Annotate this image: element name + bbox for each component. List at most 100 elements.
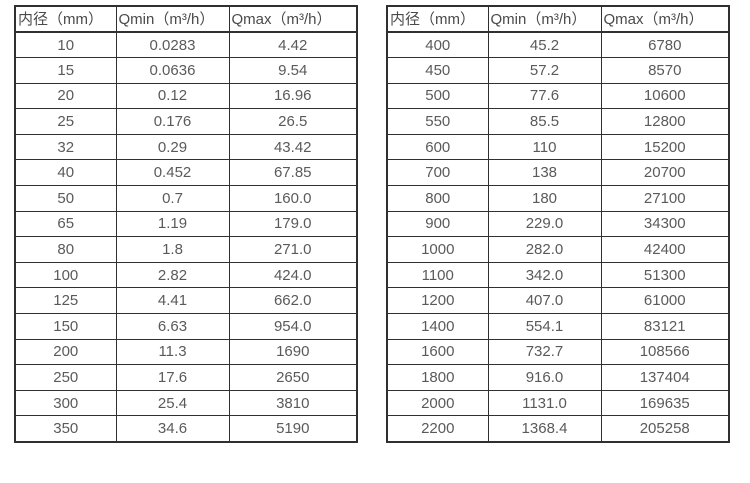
table-cell: 350	[14, 415, 117, 442]
table-cell: 150	[14, 313, 117, 340]
table-cell: 229.0	[487, 210, 602, 238]
header-row: 内径（mm） Qmin（m³/h） Qmax（m³/h）	[14, 5, 358, 33]
table-cell: 0.0283	[115, 31, 230, 59]
table-row: 15 0.0636 9.54	[14, 57, 358, 84]
table-cell: 1600	[386, 338, 489, 366]
table-row: 1600 732.7 108566	[386, 338, 730, 366]
table-cell: 108566	[600, 338, 730, 366]
table-cell: 2000	[386, 389, 489, 417]
table-cell: 179.0	[228, 210, 358, 238]
table-row: 400 45.2 6780	[386, 31, 730, 59]
table-row: 800 180 27100	[386, 185, 730, 212]
table-cell: 0.0636	[115, 57, 230, 84]
flow-rate-spec-tables: 内径（mm） Qmin（m³/h） Qmax（m³/h） 10 0.0283 4.42 15…	[14, 5, 730, 443]
table-cell: 61000	[600, 287, 730, 315]
table-row: 1800 916.0 137404	[386, 364, 730, 391]
table-cell: 57.2	[487, 57, 602, 84]
table-cell: 1400	[386, 313, 489, 340]
column-header: Qmin（m³/h）	[115, 5, 230, 33]
table-cell: 1200	[386, 287, 489, 315]
table-cell: 17.6	[115, 364, 230, 391]
table-cell: 2.82	[115, 261, 230, 289]
table-cell: 0.452	[115, 159, 230, 187]
table-cell: 1368.4	[487, 415, 602, 442]
table-cell: 400	[386, 31, 489, 59]
table-cell: 169635	[600, 389, 730, 417]
table-cell: 271.0	[228, 236, 358, 263]
table-cell: 5190	[228, 415, 358, 442]
table-row: 250 17.6 2650	[14, 364, 358, 391]
table-cell: 500	[386, 82, 489, 110]
table-cell: 407.0	[487, 287, 602, 315]
table-row: 2000 1131.0 169635	[386, 389, 730, 417]
table-cell: 20	[14, 82, 117, 110]
table-cell: 900	[386, 210, 489, 238]
table-cell: 200	[14, 338, 117, 366]
table-cell: 732.7	[487, 338, 602, 366]
table-cell: 662.0	[228, 287, 358, 315]
table-cell: 800	[386, 185, 489, 212]
table-cell: 138	[487, 159, 602, 187]
table-cell: 9.54	[228, 57, 358, 84]
table-cell: 205258	[600, 415, 730, 442]
table-cell: 45.2	[487, 31, 602, 59]
table-row: 600 110 15200	[386, 133, 730, 161]
flow-table-left: 内径（mm） Qmin（m³/h） Qmax（m³/h） 10 0.0283 4.42 15…	[14, 5, 358, 443]
table-cell: 1800	[386, 364, 489, 391]
table-cell: 300	[14, 389, 117, 417]
table-cell: 450	[386, 57, 489, 84]
table-cell: 1000	[386, 236, 489, 263]
table-cell: 4.41	[115, 287, 230, 315]
table-cell: 32	[14, 133, 117, 161]
table-cell: 42400	[600, 236, 730, 263]
table-cell: 600	[386, 133, 489, 161]
table-cell: 1.19	[115, 210, 230, 238]
table-cell: 1690	[228, 338, 358, 366]
table-row: 1400 554.1 83121	[386, 313, 730, 340]
table-cell: 15	[14, 57, 117, 84]
column-header: Qmax（m³/h）	[228, 5, 358, 33]
table-cell: 85.5	[487, 108, 602, 135]
column-header: 内径（mm）	[386, 5, 489, 33]
table-cell: 250	[14, 364, 117, 391]
table-cell: 80	[14, 236, 117, 263]
table-cell: 10600	[600, 82, 730, 110]
table-cell: 25	[14, 108, 117, 135]
table-cell: 916.0	[487, 364, 602, 391]
table-cell: 15200	[600, 133, 730, 161]
table-cell: 83121	[600, 313, 730, 340]
table-cell: 10	[14, 31, 117, 59]
table-cell: 20700	[600, 159, 730, 187]
table-cell: 180	[487, 185, 602, 212]
table-cell: 27100	[600, 185, 730, 212]
table-cell: 26.5	[228, 108, 358, 135]
table-cell: 77.6	[487, 82, 602, 110]
table-cell: 4.42	[228, 31, 358, 59]
column-header: 内径（mm）	[14, 5, 117, 33]
table-row: 1000 282.0 42400	[386, 236, 730, 263]
table-row: 300 25.4 3810	[14, 389, 358, 417]
table-cell: 1100	[386, 261, 489, 289]
table-row: 500 77.6 10600	[386, 82, 730, 110]
table-row: 65 1.19 179.0	[14, 210, 358, 238]
table-cell: 67.85	[228, 159, 358, 187]
table-row: 10 0.0283 4.42	[14, 31, 358, 59]
table-cell: 0.176	[115, 108, 230, 135]
table-row: 700 138 20700	[386, 159, 730, 187]
table-cell: 3810	[228, 389, 358, 417]
table-row: 40 0.452 67.85	[14, 159, 358, 187]
column-header: Qmax（m³/h）	[600, 5, 730, 33]
table-row: 1100 342.0 51300	[386, 261, 730, 289]
table-cell: 125	[14, 287, 117, 315]
table-cell: 550	[386, 108, 489, 135]
table-cell: 700	[386, 159, 489, 187]
table-cell: 43.42	[228, 133, 358, 161]
table-row: 550 85.5 12800	[386, 108, 730, 135]
column-header: Qmin（m³/h）	[487, 5, 602, 33]
table-cell: 40	[14, 159, 117, 187]
table-cell: 2200	[386, 415, 489, 442]
table-cell: 51300	[600, 261, 730, 289]
table-cell: 137404	[600, 364, 730, 391]
table-cell: 0.29	[115, 133, 230, 161]
table-row: 450 57.2 8570	[386, 57, 730, 84]
